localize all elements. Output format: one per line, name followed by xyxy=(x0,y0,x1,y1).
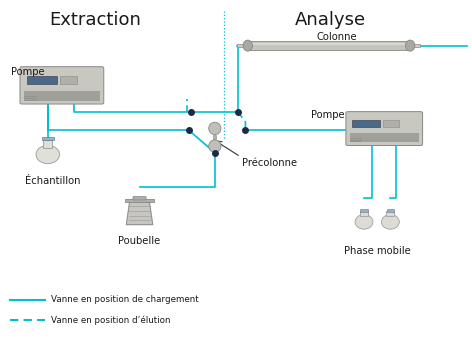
Ellipse shape xyxy=(243,40,253,51)
Bar xyxy=(248,43,410,45)
Text: Vanne en position d’élution: Vanne en position d’élution xyxy=(51,316,170,325)
Bar xyxy=(42,137,54,140)
Bar xyxy=(126,199,154,202)
Text: Pompe: Pompe xyxy=(312,110,345,120)
Bar xyxy=(43,140,52,147)
Bar xyxy=(387,211,394,216)
Text: Pompe: Pompe xyxy=(11,67,45,77)
Bar xyxy=(413,44,421,47)
Text: Extraction: Extraction xyxy=(49,11,141,29)
Bar xyxy=(248,42,410,50)
Ellipse shape xyxy=(381,214,399,229)
FancyBboxPatch shape xyxy=(20,67,104,104)
Text: Analyse: Analyse xyxy=(295,11,366,29)
Bar xyxy=(213,135,217,139)
Ellipse shape xyxy=(209,122,221,135)
Bar xyxy=(353,120,380,127)
FancyBboxPatch shape xyxy=(346,112,422,145)
Text: Échantillon: Échantillon xyxy=(25,176,81,186)
Text: Colonne: Colonne xyxy=(316,32,357,42)
Polygon shape xyxy=(126,202,153,225)
FancyBboxPatch shape xyxy=(133,196,146,200)
Text: Poubelle: Poubelle xyxy=(118,236,160,246)
Text: Vanne en position de chargement: Vanne en position de chargement xyxy=(51,295,199,304)
Text: Phase mobile: Phase mobile xyxy=(344,246,411,256)
Ellipse shape xyxy=(405,40,415,51)
Bar xyxy=(361,209,368,212)
Bar xyxy=(60,76,77,84)
Text: Précolonne: Précolonne xyxy=(242,158,297,168)
Bar xyxy=(237,44,245,47)
Bar xyxy=(360,211,368,216)
Ellipse shape xyxy=(355,214,373,229)
Bar xyxy=(350,133,419,142)
Bar xyxy=(383,120,399,127)
Bar xyxy=(26,76,57,84)
Bar xyxy=(24,91,100,101)
Ellipse shape xyxy=(209,140,221,152)
Bar xyxy=(387,209,394,212)
Ellipse shape xyxy=(36,145,59,163)
